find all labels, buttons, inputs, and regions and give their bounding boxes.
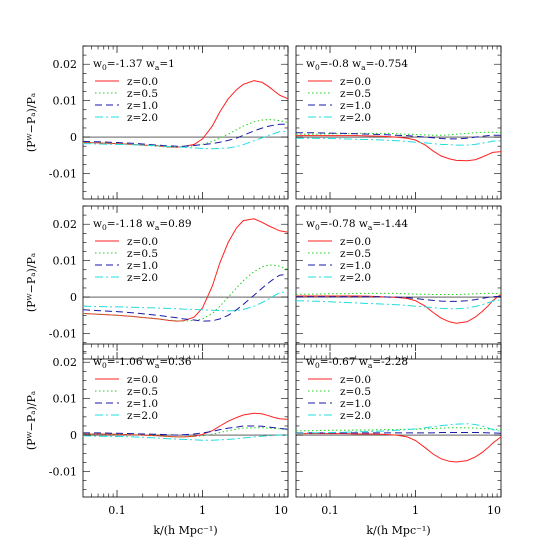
y-tick-label: 0 — [70, 429, 77, 442]
legend-label: z=0.0 — [127, 374, 158, 386]
series-line-z05 — [296, 292, 501, 295]
x-tick-label: 1 — [199, 504, 206, 517]
y-tick-label: 0.02 — [53, 58, 78, 71]
legend-label: z=1.0 — [127, 260, 158, 272]
x-axis-label: k/(h Mpc⁻¹) — [366, 524, 430, 537]
legend-label: z=1.0 — [340, 260, 371, 272]
series-line-z00 — [83, 412, 288, 438]
y-tick-label: 0.01 — [53, 393, 78, 406]
series-line-z05 — [296, 427, 501, 432]
panel-1: 0.02 0.01 0 -0.01 (Pᵂ−Pₐ)/Pₐ w0=-1.37 wa=1 z=0… — [25, 45, 289, 200]
series-line-z10 — [83, 273, 288, 322]
legend-label: z=2.0 — [127, 112, 158, 124]
series-line-z10 — [296, 295, 501, 302]
legend-label: z=0.5 — [127, 88, 158, 100]
legend-label: z=0.5 — [127, 248, 158, 260]
series-line-z00 — [83, 218, 288, 322]
legend-label: z=0.5 — [340, 248, 371, 260]
y-tick-label: -0.01 — [49, 466, 77, 479]
panel-frame — [82, 343, 289, 498]
x-tick-label: 0.1 — [108, 504, 126, 517]
series-line-z00 — [296, 135, 501, 162]
y-tick-label: 0.01 — [53, 255, 78, 268]
legend-label: z=2.0 — [127, 410, 158, 422]
panel-annotation: w0=-1.37 wa=1 — [93, 58, 175, 72]
series-line-z20 — [296, 423, 501, 434]
legend-label: z=0.0 — [127, 236, 158, 248]
series-line-z00 — [296, 293, 501, 324]
x-tick-label: 10 — [487, 504, 501, 517]
x-tick-label: 10 — [274, 504, 288, 517]
y-tick-label: 0.02 — [53, 356, 78, 369]
legend-label: z=1.0 — [340, 398, 371, 410]
x-tick-label: 1 — [412, 504, 419, 517]
series-line-z20 — [83, 434, 288, 441]
panel-frame — [82, 45, 289, 200]
panel-5: 0.02 0.01 0 -0.01 (Pᵂ−Pₐ)/Pₐ 0.1 1 10 k/(h Mpc⁻¹… — [25, 343, 289, 537]
y-tick-label: -0.01 — [49, 328, 77, 341]
series-line-z05 — [83, 264, 288, 322]
panel-annotation: w0=-0.67 wa=-2.28 — [306, 356, 408, 370]
y-tick-label: -0.01 — [49, 168, 77, 181]
legend-label: z=0.0 — [340, 374, 371, 386]
y-axis-label: (Pᵂ−Pₐ)/Pₐ — [25, 391, 38, 450]
legend-label: z=0.5 — [340, 386, 371, 398]
legend-label: z=2.0 — [127, 272, 158, 284]
x-axis-label: k/(h Mpc⁻¹) — [153, 524, 217, 537]
series-line-z00 — [296, 433, 501, 463]
legend-label: z=2.0 — [340, 112, 371, 124]
panel-frame — [295, 45, 502, 200]
legend-label: z=0.0 — [340, 76, 371, 88]
legend-label: z=0.0 — [340, 236, 371, 248]
legend-label: z=1.0 — [127, 398, 158, 410]
panel-frame — [295, 343, 502, 498]
x-tick-label: 0.1 — [321, 504, 339, 517]
legend-label: z=1.0 — [127, 100, 158, 112]
series-line-z05 — [83, 427, 288, 438]
series-line-z10 — [83, 123, 288, 147]
panel-annotation: w0=-1.06 wa=0.36 — [93, 356, 192, 370]
series-line-z10 — [296, 432, 501, 434]
series-line-z05 — [83, 119, 288, 148]
series-line-z20 — [83, 131, 288, 150]
panel-annotation: w0=-1.18 wa=0.89 — [93, 218, 192, 232]
panel-frame — [82, 205, 289, 360]
y-axis-label: (Pᵂ−Pₐ)/Pₐ — [25, 93, 38, 152]
series-line-z10 — [83, 425, 288, 436]
legend-label: z=2.0 — [340, 410, 371, 422]
panel-3: 0.02 0.01 0 -0.01 (Pᵂ−Pₐ)/Pₐ w0=-1.18 wa=0.89… — [25, 205, 289, 360]
y-tick-label: 0.01 — [53, 95, 78, 108]
panel-annotation: w0=-0.78 wa=-1.44 — [306, 218, 408, 232]
panel-6: 0.1 1 10k/(h Mpc⁻¹)w0=-0.67 wa=-2.28z=0.0z… — [295, 343, 502, 537]
legend-label: z=0.5 — [127, 386, 158, 398]
panel-2: w0=-0.8 wa=-0.754 z=0.0z=0.5z=1.0z=2.0 — [295, 45, 502, 200]
y-axis-label: (Pᵂ−Pₐ)/Pₐ — [25, 253, 38, 312]
series-line-z10 — [296, 132, 501, 140]
panel-4: w0=-0.78 wa=-1.44 z=0.0z=0.5z=1.0z=2.0 — [295, 205, 502, 360]
panel-annotation: w0=-0.8 wa=-0.754 — [306, 58, 408, 72]
legend-label: z=1.0 — [340, 100, 371, 112]
legend-label: z=2.0 — [340, 272, 371, 284]
y-tick-label: 0 — [70, 291, 77, 304]
series-line-z20 — [296, 299, 501, 310]
y-tick-label: 0 — [70, 131, 77, 144]
series-line-z20 — [83, 291, 288, 312]
y-tick-label: 0.02 — [53, 218, 78, 231]
legend-label: z=0.0 — [127, 76, 158, 88]
series-line-z05 — [296, 131, 501, 136]
series-line-z20 — [296, 137, 501, 146]
legend-label: z=0.5 — [340, 88, 371, 100]
panel-frame — [295, 205, 502, 360]
